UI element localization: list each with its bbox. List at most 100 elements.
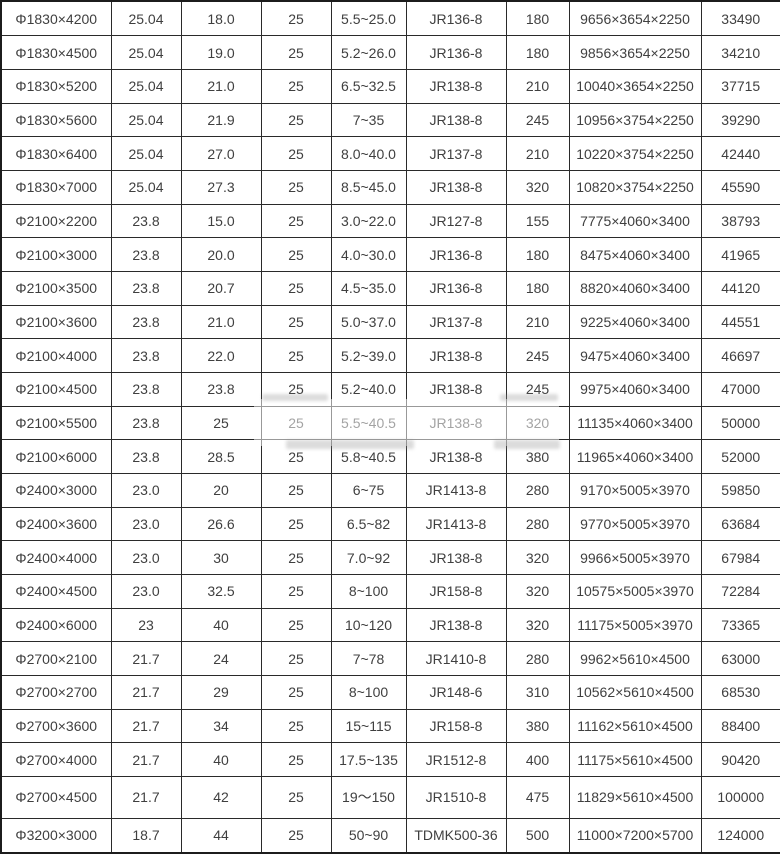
table-cell: 6~75: [330, 472, 407, 508]
table-cell: 8~100: [330, 573, 407, 609]
table-cell: JR138-8: [405, 540, 507, 575]
table-cell: 9966×5005×3970: [568, 540, 702, 575]
table-cell: JR137-8: [405, 136, 507, 171]
table-cell: 25: [260, 68, 332, 104]
table-cell: 25: [260, 237, 332, 272]
table-cell: 72284: [700, 573, 780, 609]
table-cell: 25.04: [110, 169, 182, 205]
table-row: Φ2700×4500 21.7 42 25 19～150 JR1510-8 475 11829…: [0, 775, 780, 819]
table-cell: 44120: [700, 270, 780, 306]
table-cell: Φ1830×6400: [0, 136, 112, 171]
table-cell: 25: [260, 405, 332, 441]
table-cell: 25: [260, 304, 332, 340]
table-cell: 32.5: [180, 573, 262, 609]
table-cell: 10956×3754×2250: [568, 102, 702, 138]
table-cell: 11135×4060×3400: [568, 405, 702, 441]
table-cell: JR137-8: [405, 304, 507, 340]
table-cell: 63000: [700, 641, 780, 676]
table-row: Φ2100×2200 23.8 15.0 25 3.0~22.0 JR127-8 155 77…: [0, 203, 780, 239]
table-cell: 90420: [700, 742, 780, 777]
table-cell: 280: [505, 506, 570, 542]
table-cell: 25: [260, 0, 332, 37]
table-cell: 10040×3654×2250: [568, 68, 702, 104]
table-cell: 25: [260, 338, 332, 373]
table-cell: 21.7: [110, 674, 182, 710]
table-cell: 25: [260, 742, 332, 777]
table-cell: Φ1830×7000: [0, 169, 112, 205]
table-cell: 39290: [700, 102, 780, 138]
table-cell: 20: [180, 472, 262, 508]
table-cell: TDMK500-36: [405, 817, 507, 854]
table-cell: 28.5: [180, 439, 262, 474]
table-cell: 310: [505, 674, 570, 710]
table-cell: Φ2400×4000: [0, 540, 112, 575]
table-cell: JR1410-8: [405, 641, 507, 676]
table-cell: 25: [260, 506, 332, 542]
table-cell: 5.0~37.0: [330, 304, 407, 340]
table-cell: 73365: [700, 607, 780, 643]
table-row: Φ2400×3600 23.0 26.6 25 6.5~82 JR1413-8 280 977…: [0, 506, 780, 542]
table-cell: Φ2100×4500: [0, 371, 112, 407]
table-cell: 25: [260, 708, 332, 744]
table-cell: 4.5~35.0: [330, 270, 407, 306]
table-cell: 25: [260, 371, 332, 407]
table-cell: 8475×4060×3400: [568, 237, 702, 272]
table-cell: 380: [505, 708, 570, 744]
table-cell: 8.0~40.0: [330, 136, 407, 171]
table-cell: 8.5~45.0: [330, 169, 407, 205]
table-cell: 10575×5005×3970: [568, 573, 702, 609]
table-cell: 24: [180, 641, 262, 676]
table-cell: 33490: [700, 0, 780, 37]
table-cell: 42440: [700, 136, 780, 171]
table-cell: 42: [180, 775, 262, 819]
table-cell: 9656×3654×2250: [568, 0, 702, 37]
table-row: Φ2700×3600 21.7 34 25 15~115 JR158-8 380 11162×…: [0, 708, 780, 744]
table-row: Φ1830×4500 25.04 19.0 25 5.2~26.0 JR136-8 180 9…: [0, 35, 780, 70]
table-cell: 25: [260, 439, 332, 474]
table-cell: JR138-8: [405, 338, 507, 373]
table-cell: Φ2700×2700: [0, 674, 112, 710]
table-cell: 20.7: [180, 270, 262, 306]
table-cell: 25: [260, 102, 332, 138]
table-cell: JR138-8: [405, 405, 507, 441]
table-cell: 21.7: [110, 641, 182, 676]
table-cell: JR138-8: [405, 169, 507, 205]
table-cell: 50~90: [330, 817, 407, 854]
table-row: Φ2100×4000 23.8 22.0 25 5.2~39.0 JR138-8 245 94…: [0, 338, 780, 373]
table-cell: 23.0: [110, 540, 182, 575]
table-row: Φ2100×3000 23.8 20.0 25 4.0~30.0 JR136-8 180 84…: [0, 237, 780, 272]
table-cell: Φ2700×2100: [0, 641, 112, 676]
table-cell: 245: [505, 102, 570, 138]
table-cell: JR136-8: [405, 35, 507, 70]
table-cell: Φ2700×4000: [0, 742, 112, 777]
table-cell: JR158-8: [405, 708, 507, 744]
table-cell: 10~120: [330, 607, 407, 643]
table-cell: 21.7: [110, 742, 182, 777]
table-cell: Φ2400×3600: [0, 506, 112, 542]
table-cell: 50000: [700, 405, 780, 441]
table-cell: 45590: [700, 169, 780, 205]
table-cell: 26.6: [180, 506, 262, 542]
table-cell: 210: [505, 304, 570, 340]
table-cell: 15~115: [330, 708, 407, 744]
table-cell: JR138-8: [405, 371, 507, 407]
table-cell: 17.5~135: [330, 742, 407, 777]
table-row: Φ3200×3000 18.7 44 25 50~90 TDMK500-36 500 1100…: [0, 817, 780, 854]
table-cell: 25: [260, 817, 332, 854]
table-cell: 18.0: [180, 0, 262, 37]
table-cell: 25: [260, 136, 332, 171]
table-cell: 11175×5005×3970: [568, 607, 702, 643]
table-row: Φ2100×3600 23.8 21.0 25 5.0~37.0 JR137-8 210 92…: [0, 304, 780, 340]
table-cell: JR1510-8: [405, 775, 507, 819]
table-cell: 88400: [700, 708, 780, 744]
table-cell: Φ1830×5200: [0, 68, 112, 104]
table-row: Φ2400×6000 23 40 25 10~120 JR138-8 320 11175×50…: [0, 607, 780, 643]
table-cell: JR148-6: [405, 674, 507, 710]
table-row: Φ2400×4500 23.0 32.5 25 8~100 JR158-8 320 10575…: [0, 573, 780, 609]
table-cell: 25: [260, 775, 332, 819]
table-cell: JR1413-8: [405, 472, 507, 508]
table-cell: 25.04: [110, 102, 182, 138]
table-cell: 23.0: [110, 573, 182, 609]
